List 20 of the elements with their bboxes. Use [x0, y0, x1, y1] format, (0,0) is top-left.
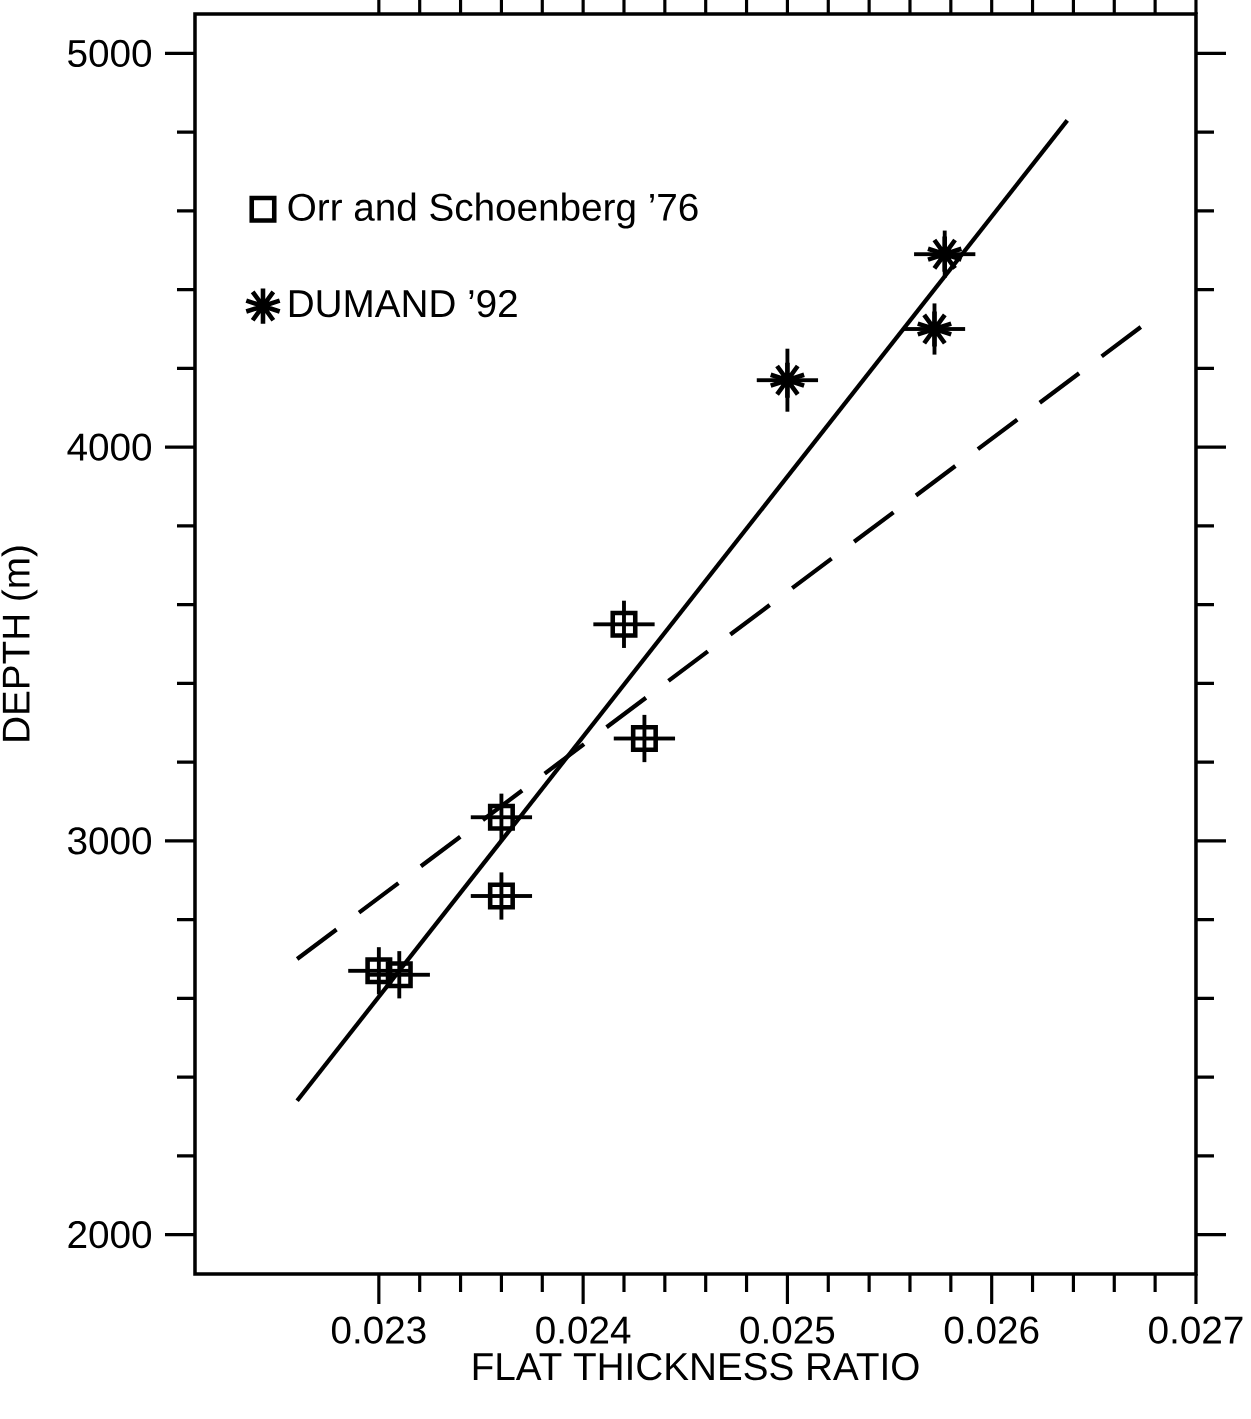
- point: [487, 882, 515, 910]
- y-axis-title: DEPTH (m): [1, 546, 38, 741]
- point: [365, 957, 393, 985]
- point: [487, 803, 515, 831]
- y-tick-label: 5000: [68, 39, 152, 68]
- x-tick-label: 0.027: [1149, 1316, 1243, 1344]
- x-tick-label: 0.026: [944, 1316, 1039, 1344]
- x-tick-label: 0.025: [740, 1316, 835, 1344]
- legend-label: Orr and Schoenberg ’76: [288, 192, 698, 229]
- point: [915, 312, 954, 346]
- y-tick-label: 4000: [67, 433, 152, 461]
- x-tick-label: 0.023: [331, 1316, 426, 1344]
- x-tick-label: 0.024: [536, 1316, 631, 1344]
- legend-label: DUMAND ’92: [289, 289, 517, 318]
- x-axis-title: FLAT THICKNESS RATIO: [473, 1352, 919, 1381]
- y-tick-label: 3000: [68, 827, 152, 855]
- point: [385, 961, 413, 989]
- y-tick-label: 2000: [68, 1220, 152, 1249]
- point: [630, 724, 658, 753]
- point: [610, 610, 638, 638]
